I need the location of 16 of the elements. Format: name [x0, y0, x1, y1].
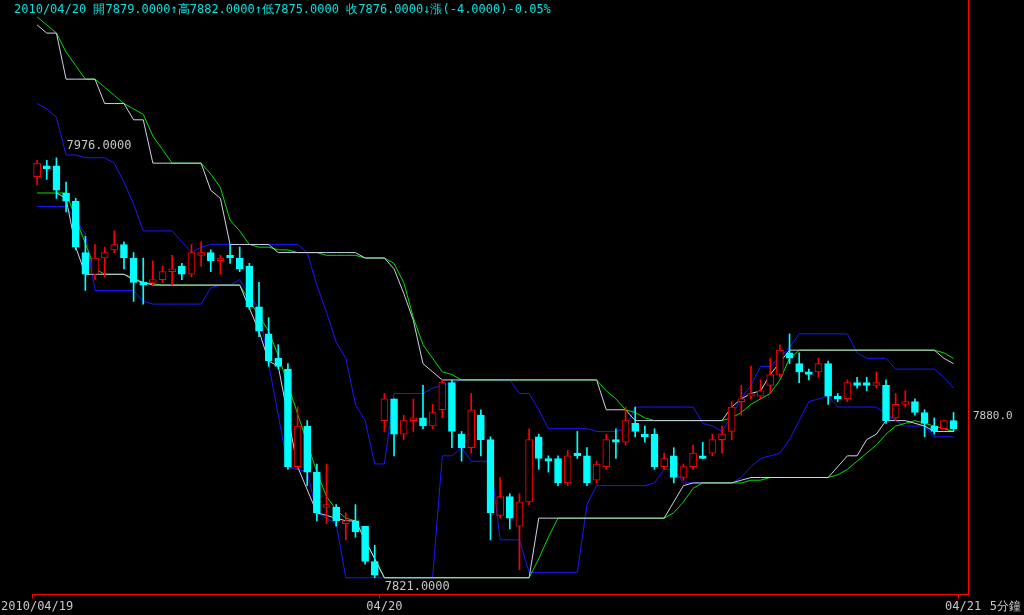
candlestick [718, 425, 726, 454]
text: 7880.0 [973, 409, 1013, 423]
candlestick [747, 366, 755, 400]
candlestick [612, 428, 620, 459]
x-tick-label: 04/21 [945, 598, 982, 613]
chart-title: 2010/04/20 開7879.0000↑高7882.0000↑低7875.0000 收7876.0000↓漲(-4.0000)-0.05% [14, 1, 551, 18]
x-tick-label: 04/20 [366, 598, 403, 613]
candlestick [698, 441, 707, 459]
annotation: 7821.0000 [384, 578, 450, 593]
candlestick [149, 260, 157, 286]
annotation: 7976.0000 [66, 137, 132, 152]
x-tick-label: 2010/04/19 [1, 598, 74, 613]
candlestick [901, 390, 910, 408]
candlestick [197, 241, 205, 267]
candlestick [419, 385, 427, 430]
text: 5分鐘 [989, 599, 1021, 614]
